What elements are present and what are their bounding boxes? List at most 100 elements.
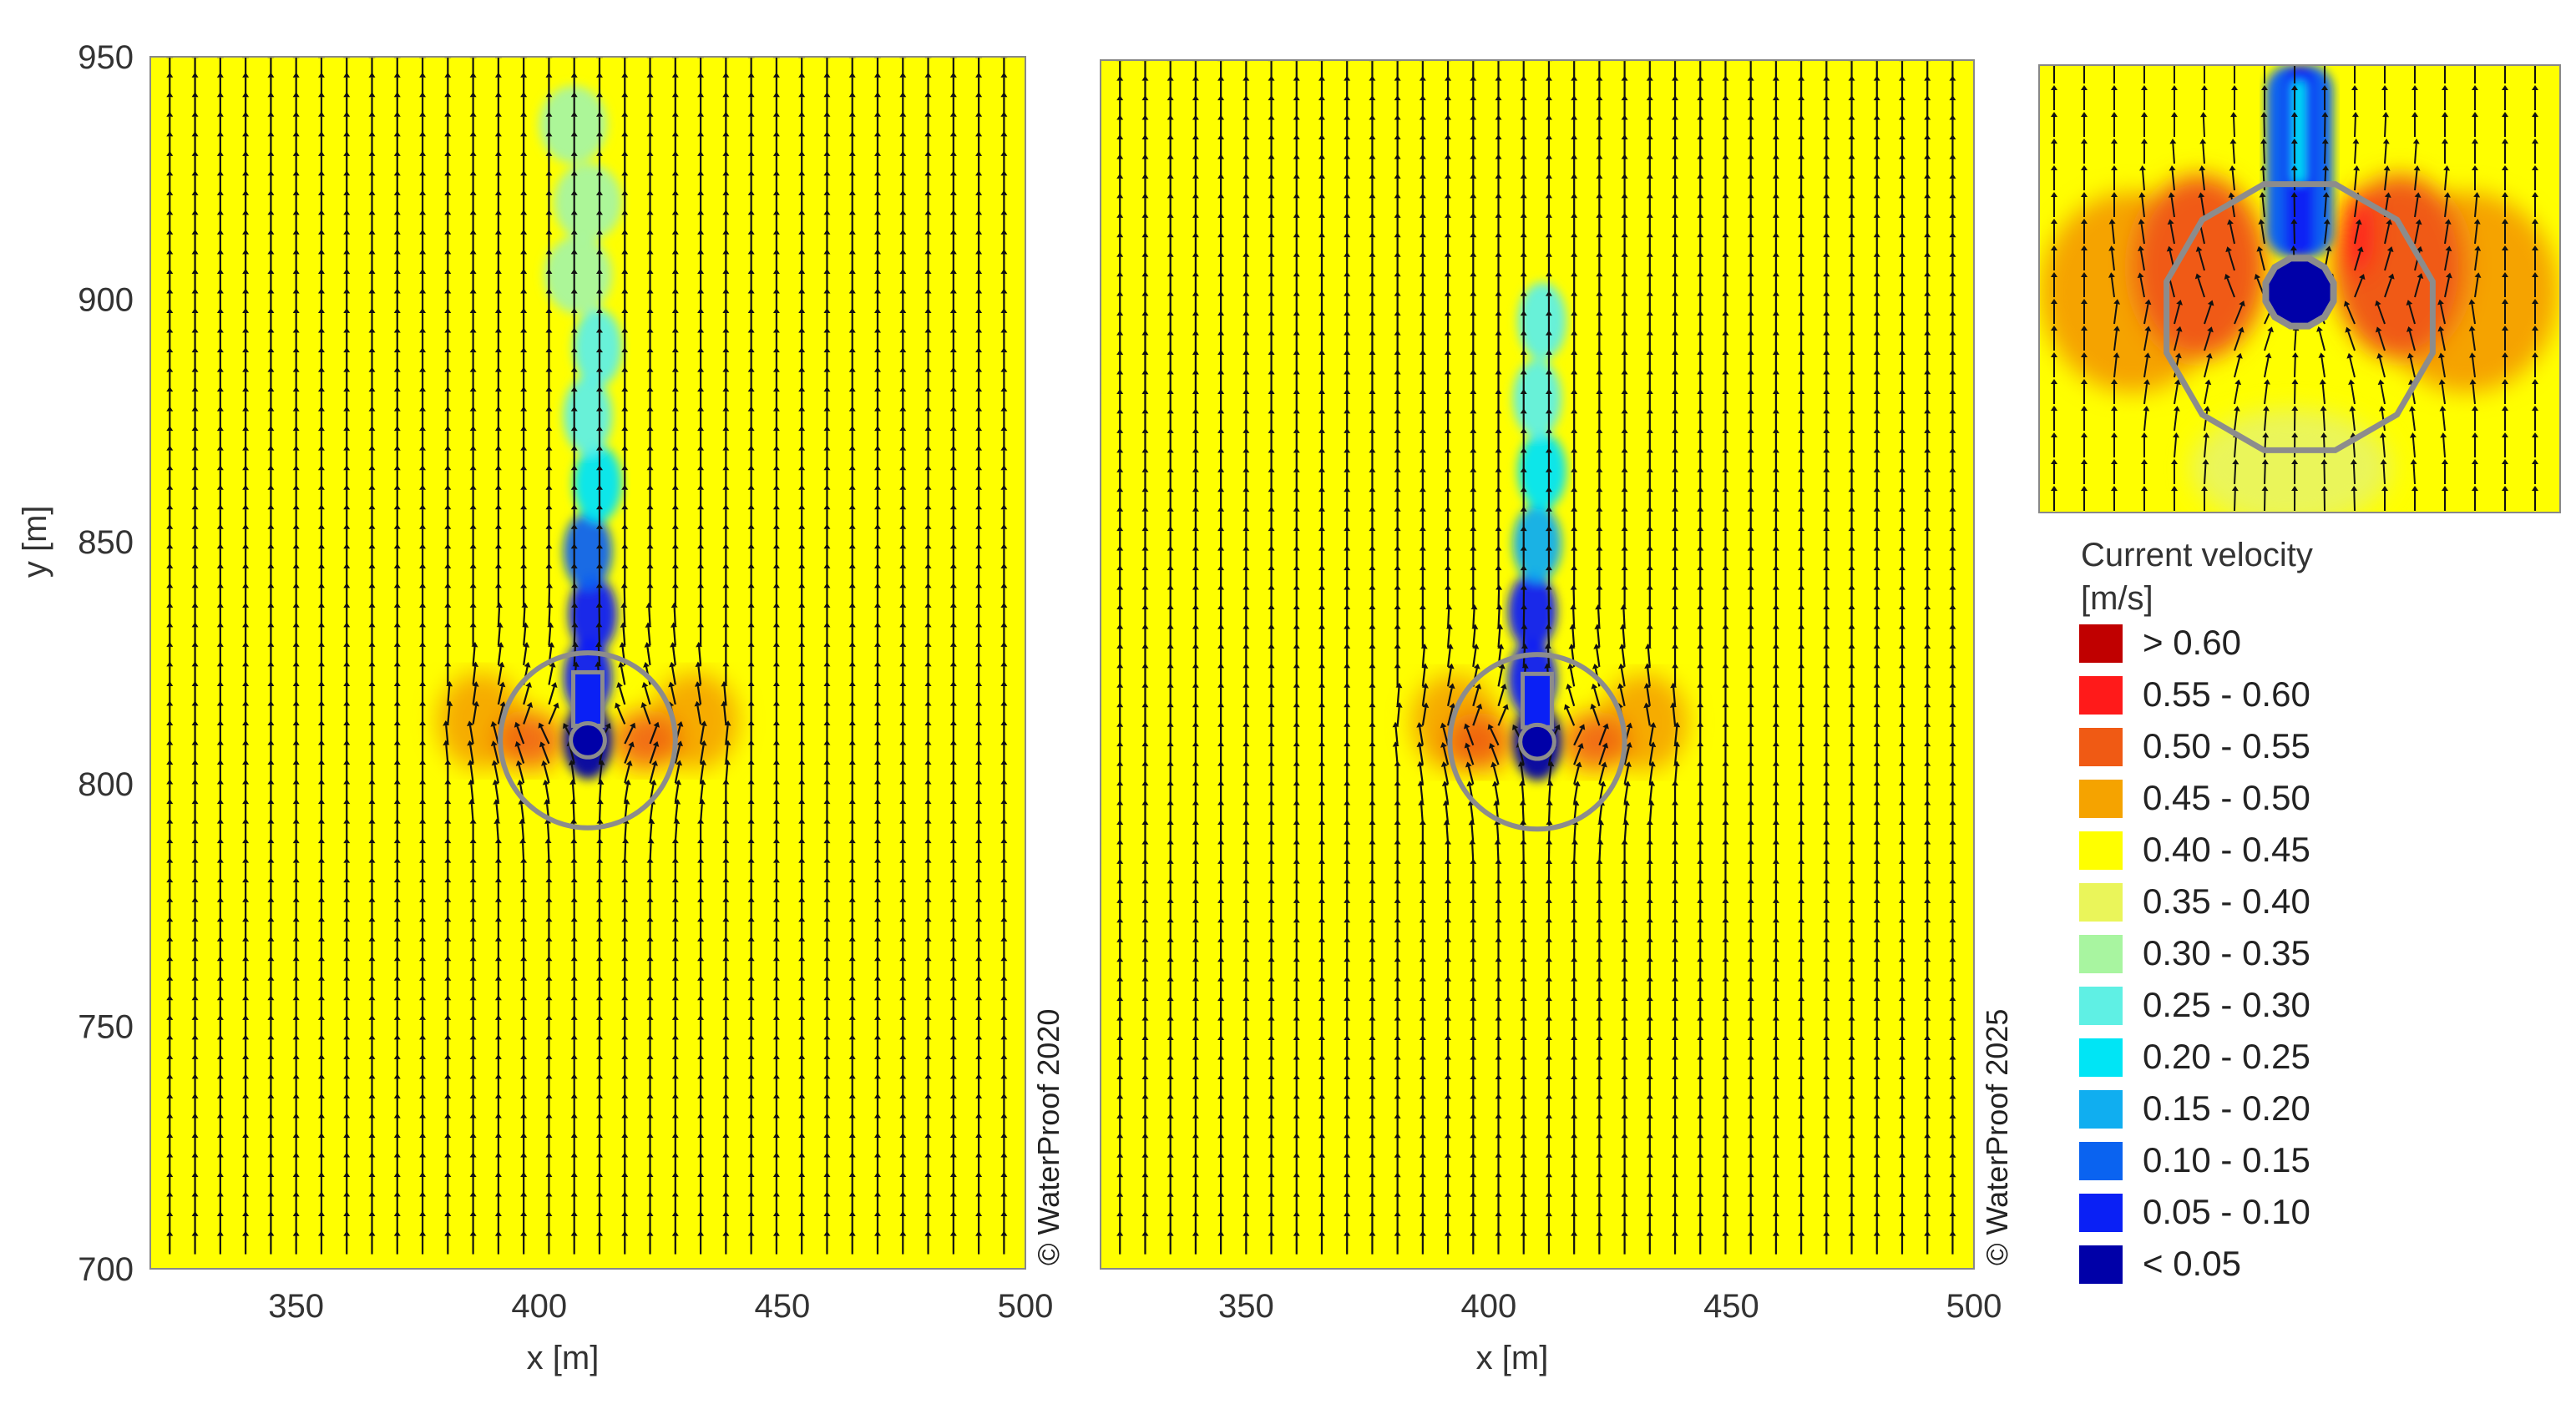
flow-arrow-head xyxy=(443,740,450,745)
flow-arrow-head xyxy=(493,818,501,824)
flow-arrow-head xyxy=(676,720,684,727)
flow-arrow-head xyxy=(700,720,707,726)
flow-arrow-head xyxy=(628,741,635,748)
flow-arrow-head xyxy=(525,682,532,688)
flow-arrow xyxy=(468,725,474,745)
flow-arrow-head xyxy=(522,622,529,628)
x-tick-label: 450 xyxy=(755,1288,811,1325)
flow-arrow xyxy=(620,666,626,685)
left-x-axis-label: x [m] xyxy=(527,1340,600,1376)
wake-cell xyxy=(563,512,613,590)
flow-arrow-head xyxy=(675,779,682,785)
flow-arrow-head xyxy=(670,642,677,648)
flow-arrow-head xyxy=(491,760,498,766)
flow-arrow xyxy=(472,686,477,705)
flow-arrow xyxy=(447,705,451,725)
flow-arrow xyxy=(523,627,527,646)
flow-arrow xyxy=(472,705,478,725)
flow-arrow xyxy=(447,685,451,705)
flow-arrow xyxy=(725,725,729,745)
flow-arrow xyxy=(523,706,531,725)
flow-arrow-head xyxy=(724,740,731,745)
flow-arrow-head xyxy=(623,799,630,805)
flow-arrow-head xyxy=(652,740,660,747)
flow-arrow xyxy=(470,784,474,803)
flow-arrow xyxy=(497,646,502,666)
flow-arrow xyxy=(472,666,477,685)
flow-arrow-head xyxy=(624,779,631,785)
wake-cell xyxy=(554,163,622,241)
flow-arrow-head xyxy=(643,662,650,668)
flow-arrow-head xyxy=(674,799,681,805)
flow-arrow-head xyxy=(549,661,556,668)
flow-arrow-head xyxy=(443,720,450,726)
flow-arrow xyxy=(674,823,678,842)
flow-arrow-head xyxy=(625,760,633,766)
flow-arrow-head xyxy=(572,661,579,667)
flow-arrow-head xyxy=(490,740,498,747)
flow-arrow xyxy=(548,686,555,705)
flow-arrow-head xyxy=(651,760,658,766)
flow-arrow-head xyxy=(563,723,569,730)
y-tick-label: 850 xyxy=(78,524,134,561)
flow-arrow-head xyxy=(446,700,453,706)
flow-arrow-head xyxy=(721,681,728,687)
flow-arrow-head xyxy=(518,799,525,805)
flow-arrow-head xyxy=(467,720,473,726)
flow-arrow xyxy=(624,765,630,784)
left-x-axis: 350 400 450 500 xyxy=(268,1288,1053,1325)
flow-arrow xyxy=(523,686,530,705)
scour-protection-outline xyxy=(498,650,678,831)
flow-arrow-head xyxy=(519,818,526,824)
flow-arrow xyxy=(644,686,651,705)
y-axis-label: y [m] xyxy=(17,505,53,578)
flow-arrow-head xyxy=(471,642,478,648)
flow-arrow-head xyxy=(698,799,706,805)
flow-arrow xyxy=(522,843,525,862)
flow-arrow xyxy=(497,686,504,705)
flow-arrow-head xyxy=(699,779,706,785)
flow-arrow xyxy=(521,823,525,842)
flow-arrow-head xyxy=(468,799,475,805)
flow-arrow xyxy=(649,823,653,842)
flow-arrow xyxy=(523,646,528,666)
wake-cell xyxy=(1517,432,1566,510)
flow-arrow xyxy=(497,607,501,626)
flow-arrow-head xyxy=(498,681,506,688)
flow-arrow xyxy=(673,607,676,626)
flow-arrow-head xyxy=(550,682,558,689)
flow-arrow xyxy=(496,823,499,842)
flow-arrow-head xyxy=(619,642,626,648)
flow-arrow-head xyxy=(694,681,701,687)
middle-quiver-arrows xyxy=(1116,60,1956,1255)
flow-arrow-head xyxy=(694,700,701,707)
flow-arrow-head xyxy=(499,701,507,708)
flow-arrow xyxy=(548,627,552,646)
flow-arrow-head xyxy=(676,760,683,766)
flow-arrow-head xyxy=(490,720,498,727)
flow-arrow xyxy=(543,765,550,784)
flow-arrow xyxy=(598,765,603,784)
flow-arrow xyxy=(616,706,626,725)
flow-arrow xyxy=(493,765,499,784)
flow-arrow xyxy=(540,726,550,745)
wake-cell xyxy=(1512,359,1562,437)
flow-arrow-head xyxy=(496,622,504,628)
flow-arrow xyxy=(622,627,626,646)
flow-arrow-head xyxy=(526,702,534,709)
flow-arrow xyxy=(573,627,576,646)
y-tick-label: 750 xyxy=(78,1009,134,1046)
flow-arrow-head xyxy=(496,602,503,609)
flow-arrow xyxy=(497,666,503,685)
y-tick-label: 800 xyxy=(78,766,134,803)
monopile xyxy=(569,721,607,760)
wake-cell xyxy=(1508,572,1557,650)
flow-arrow xyxy=(646,646,651,666)
flow-arrow xyxy=(699,745,705,764)
flow-arrow-head xyxy=(671,602,678,609)
flow-arrow-head xyxy=(521,602,529,609)
flow-arrow xyxy=(696,686,702,705)
fast-zone-left xyxy=(495,710,564,770)
flow-arrow xyxy=(699,765,705,784)
x-tick-label: 500 xyxy=(998,1288,1054,1325)
